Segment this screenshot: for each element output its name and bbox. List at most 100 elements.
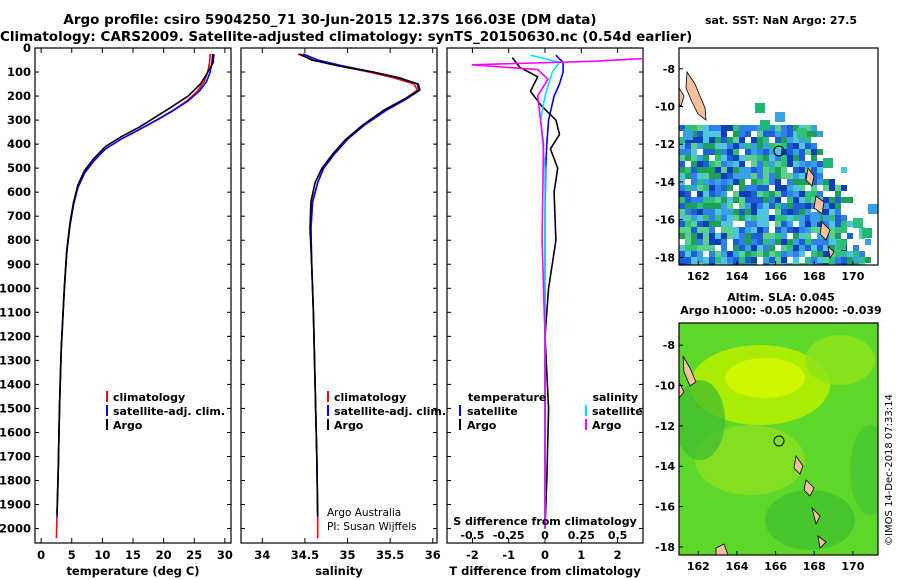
lon-tick-label: 164 bbox=[725, 560, 748, 573]
sst-pixel bbox=[823, 245, 829, 251]
sst-pixel bbox=[727, 167, 733, 173]
sst-pixel bbox=[775, 263, 781, 265]
sst-pixel bbox=[811, 161, 817, 167]
series-line-argo bbox=[299, 53, 420, 517]
sst-pixel bbox=[829, 245, 835, 251]
sst-pixel bbox=[703, 155, 709, 161]
sst-pixel bbox=[745, 245, 751, 251]
sst-pixel bbox=[691, 155, 697, 161]
sst-pixel bbox=[763, 233, 769, 239]
sst-pixel bbox=[715, 251, 721, 257]
island-efate bbox=[813, 195, 825, 215]
sst-pixel bbox=[793, 155, 799, 161]
x-tick-label: 0 bbox=[37, 548, 45, 562]
sst-pixel-large bbox=[755, 103, 765, 113]
lon-tick-label: 164 bbox=[725, 270, 748, 283]
sst-pixel bbox=[691, 239, 697, 245]
series-line-climatology bbox=[297, 53, 419, 539]
sst-pixel bbox=[805, 197, 811, 203]
sst-pixel bbox=[733, 251, 739, 257]
sst-pixel bbox=[727, 203, 733, 209]
sst-pixel bbox=[751, 257, 757, 263]
profile-series bbox=[55, 53, 643, 539]
sst-pixel bbox=[769, 131, 775, 137]
sst-pixel bbox=[733, 179, 739, 185]
x-tick-label: 1 bbox=[577, 548, 585, 562]
sla-low-anomaly-south bbox=[765, 490, 855, 550]
sst-pixel bbox=[787, 239, 793, 245]
sst-pixel bbox=[817, 263, 823, 265]
sst-pixel bbox=[793, 209, 799, 215]
sst-pixel bbox=[739, 257, 745, 263]
lon-tick-label: 168 bbox=[803, 270, 826, 283]
sst-pixel bbox=[721, 167, 727, 173]
sst-pixel-large bbox=[810, 212, 820, 222]
sst-pixel bbox=[835, 263, 841, 265]
sst-pixel bbox=[763, 203, 769, 209]
sst-pixel bbox=[763, 143, 769, 149]
sst-pixel bbox=[727, 221, 733, 227]
sst-pixel bbox=[781, 137, 787, 143]
sst-pixel bbox=[763, 263, 769, 265]
sst-pixel bbox=[829, 215, 835, 221]
sst-pixel bbox=[709, 263, 715, 265]
sst-pixel bbox=[715, 239, 721, 245]
sst-pixel bbox=[745, 239, 751, 245]
sst-pixel bbox=[757, 209, 763, 215]
sst-pixel bbox=[841, 257, 847, 263]
sst-pixel bbox=[865, 239, 871, 245]
sst-pixel bbox=[799, 251, 805, 257]
sst-pixel bbox=[775, 191, 781, 197]
sst-pixel bbox=[739, 167, 745, 173]
vanuatu-island-north-sla bbox=[682, 355, 697, 387]
sst-pixel bbox=[781, 257, 787, 263]
sst-pixel bbox=[781, 263, 787, 265]
sst-pixel bbox=[709, 215, 715, 221]
depth-tick-label: 300 bbox=[7, 113, 31, 127]
sst-pixel bbox=[739, 173, 745, 179]
sst-pixel bbox=[745, 125, 751, 131]
sst-pixel bbox=[733, 125, 739, 131]
sst-pixel bbox=[805, 227, 811, 233]
lon-tick-label: 166 bbox=[764, 270, 787, 283]
sst-pixel bbox=[793, 263, 799, 265]
sst-pixel bbox=[691, 209, 697, 215]
sst-pixel bbox=[697, 167, 703, 173]
sst-pixel bbox=[829, 185, 835, 191]
sst-pixel bbox=[799, 233, 805, 239]
sst-pixel bbox=[757, 143, 763, 149]
sst-pixel bbox=[733, 155, 739, 161]
sst-pixel bbox=[721, 161, 727, 167]
sst-pixel bbox=[775, 239, 781, 245]
sst-pixel bbox=[709, 143, 715, 149]
sst-pixel bbox=[799, 239, 805, 245]
sst-pixel bbox=[829, 239, 835, 245]
sst-pixel bbox=[679, 203, 685, 209]
sst-pixel bbox=[745, 149, 751, 155]
sst-pixel bbox=[775, 227, 781, 233]
sst-pixel bbox=[679, 155, 685, 161]
sst-pixel bbox=[841, 227, 847, 233]
sst-pixel bbox=[805, 161, 811, 167]
sst-pixel bbox=[679, 137, 685, 143]
sst-pixel bbox=[679, 227, 685, 233]
s-difference-axis-label: S difference from climatology bbox=[453, 515, 637, 528]
sst-pixel bbox=[685, 221, 691, 227]
sst-pixel bbox=[835, 215, 841, 221]
legend-label-s-satellite: satellite bbox=[592, 405, 643, 418]
sst-pixel bbox=[697, 161, 703, 167]
profile-title: Argo profile: csiro 5904250_71 30-Jun-20… bbox=[63, 12, 597, 28]
x-tick-label: 30 bbox=[217, 548, 233, 562]
sst-pixel bbox=[685, 191, 691, 197]
sst-pixel bbox=[679, 209, 685, 215]
sst-pixel bbox=[805, 215, 811, 221]
sst-pixel bbox=[697, 131, 703, 137]
sst-pixel bbox=[799, 209, 805, 215]
legend-label-climatology: climatology bbox=[334, 391, 406, 404]
sst-pixel bbox=[799, 149, 805, 155]
sst-pixel bbox=[775, 149, 781, 155]
s-difference-tick-label: 0.25 bbox=[568, 529, 595, 542]
legend-label-s-argo: Argo bbox=[592, 419, 622, 432]
panel-1-lines bbox=[297, 53, 421, 539]
t-difference-axis-label: T difference from climatology bbox=[449, 564, 641, 578]
